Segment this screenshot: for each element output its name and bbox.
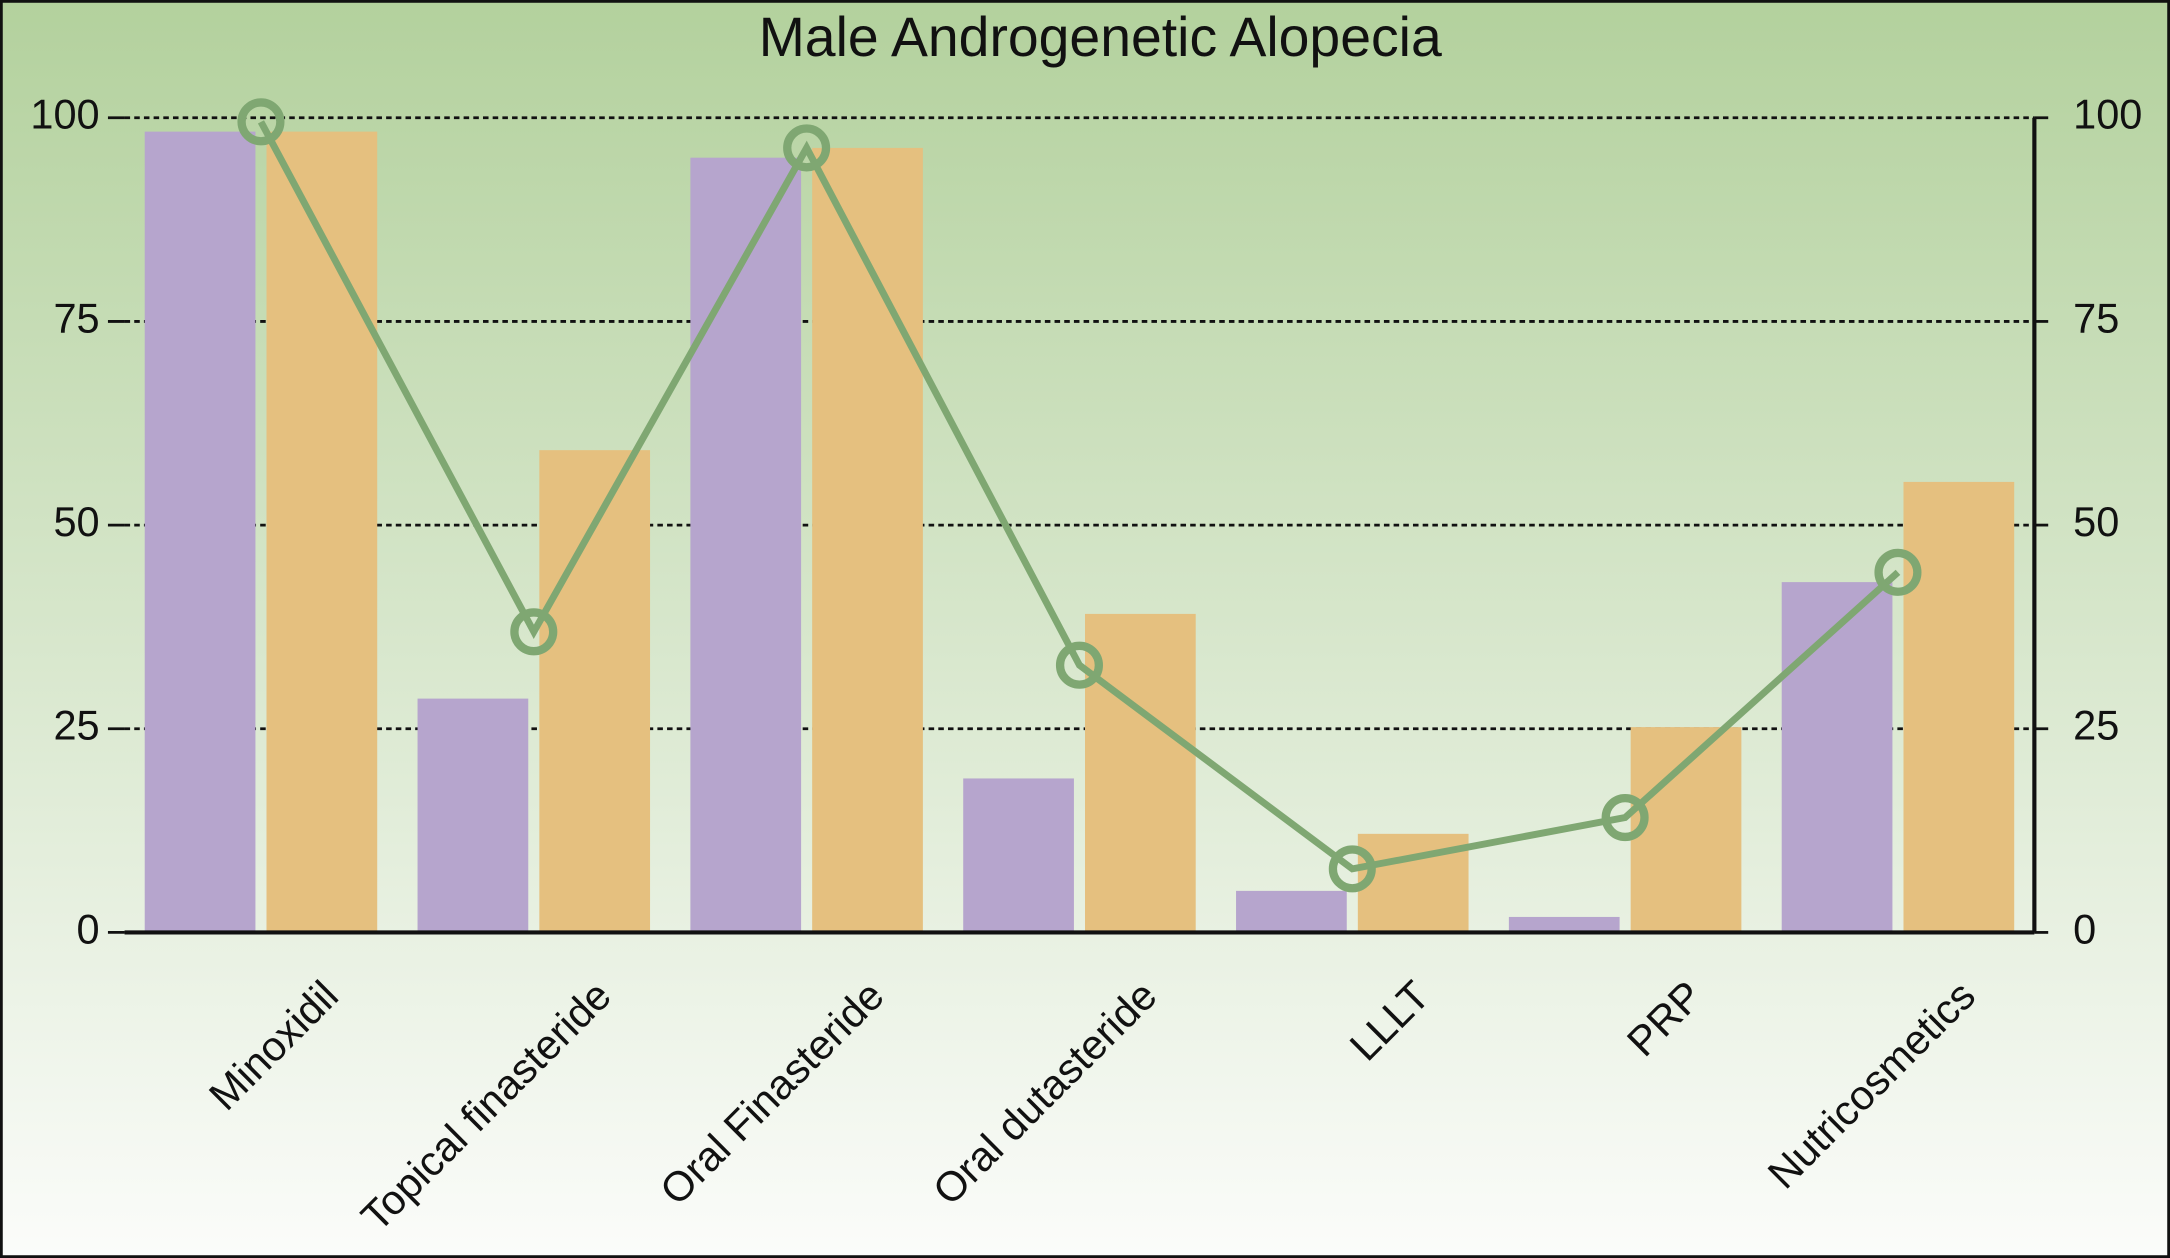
bar	[1236, 890, 1347, 933]
marker	[1328, 845, 1376, 893]
y-tick-label: 0	[77, 905, 100, 952]
bar	[144, 131, 256, 933]
y2-tick-label: 25	[2073, 702, 2119, 749]
y-tick-label: 75	[53, 294, 99, 341]
marker	[1055, 641, 1103, 689]
marker	[783, 124, 831, 172]
bar	[266, 131, 378, 933]
bar	[1630, 727, 1742, 933]
y2-tick-label: 50	[2073, 498, 2119, 545]
bar	[1903, 481, 2015, 933]
line	[257, 120, 1901, 873]
bar	[1781, 582, 1893, 933]
y2-tick-label: 75	[2073, 294, 2119, 341]
y-tick-label: 100	[30, 91, 99, 138]
marker	[237, 98, 285, 146]
marker	[1874, 548, 1922, 596]
y-tick-label: 25	[53, 702, 99, 749]
chart-title: Male Androgenetic Alopecia	[759, 6, 1442, 68]
y2-tick-label: 0	[2073, 905, 2096, 952]
bar	[417, 698, 529, 933]
marker	[510, 608, 558, 656]
marker	[1601, 793, 1649, 842]
bar	[1508, 916, 1620, 933]
bar	[812, 147, 923, 933]
bar	[1085, 613, 1196, 933]
y2-tick-label: 100	[2073, 91, 2142, 138]
bar	[963, 778, 1074, 933]
bar	[690, 157, 802, 933]
y-tick-label: 50	[53, 498, 99, 545]
